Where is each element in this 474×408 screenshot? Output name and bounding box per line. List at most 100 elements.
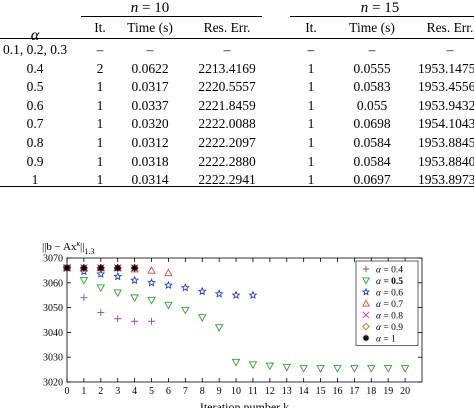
data-point: [147, 278, 156, 287]
data-point: [147, 265, 156, 274]
data-point: [62, 263, 72, 273]
x-tick-label: 8: [200, 386, 205, 397]
legend-label: α = 0.6: [376, 289, 403, 299]
data-point: [248, 361, 258, 370]
data-point: [113, 289, 122, 298]
data-point: [197, 314, 207, 322]
cell-alpha: 0.6: [26, 97, 44, 113]
data-point: [131, 264, 139, 272]
cell-iterations-n10: 1: [96, 116, 104, 132]
cell-time-n15: 0.0583: [353, 79, 391, 95]
data-point: [79, 277, 89, 285]
cell-time-n15: –: [368, 42, 376, 57]
x-tick-label: 4: [132, 386, 137, 397]
cell-error-n10: 2222.0088: [198, 116, 256, 132]
data-point: [148, 317, 156, 325]
cell-error-n15: 1954.10436: [417, 116, 474, 132]
data-point: [367, 365, 376, 373]
cell-iterations-n10: 1: [96, 97, 104, 113]
subheader-time-n10: Time (s): [127, 20, 173, 35]
x-tick-label: 15: [316, 386, 326, 397]
x-tick-label: 20: [400, 386, 410, 397]
x-tick-label: 13: [282, 386, 292, 397]
data-point: [265, 362, 275, 371]
data-point: [130, 275, 140, 285]
cell-iterations-n10: 2: [96, 60, 104, 76]
y-tick-label: 3050: [43, 303, 63, 314]
legend-label: α = 0.8: [376, 312, 403, 322]
subheader-iterations-n10: It.: [94, 20, 106, 35]
cell-error-n10: 2222.2941: [198, 172, 256, 188]
legend-label: α = 0.5: [376, 277, 403, 287]
cell-alpha: 0.1, 0.2, 0.3: [2, 42, 68, 57]
cell-error-n15: 1953.88456: [417, 135, 474, 150]
cell-time-n15: 0.0555: [353, 60, 391, 76]
cell-iterations-n10: 1: [96, 135, 104, 150]
cell-error-n15: 1953.88406: [417, 153, 474, 169]
cell-alpha: 0.5: [26, 79, 44, 95]
legend-label: α = 1: [376, 335, 396, 345]
cell-iterations-n10: 1: [96, 153, 104, 169]
legend-entry: α = 0.8: [362, 311, 403, 322]
cell-time-n10: 0.0312: [131, 135, 169, 150]
header-rule: [0, 38, 474, 39]
cell-error-n15: –: [446, 42, 454, 57]
data-point: [400, 365, 410, 373]
cell-error-n10: 2222.2880: [198, 153, 256, 169]
data-point: [231, 358, 241, 367]
data-point: [333, 365, 342, 373]
legend-label: α = 0.4: [376, 266, 403, 276]
data-point: [131, 317, 139, 325]
x-tick-label: 3: [115, 386, 120, 397]
legend-entry: α = 1: [362, 335, 396, 345]
cell-time-n10: 0.0337: [131, 97, 169, 113]
cell-alpha: 0.7: [26, 116, 44, 132]
x-axis-label: Iteration number k: [200, 400, 289, 408]
cell-iterations-n15: 1: [307, 97, 315, 113]
data-point: [96, 263, 105, 273]
cell-time-n10: 0.0318: [131, 153, 169, 169]
x-tick-label: 19: [383, 386, 393, 397]
cell-time-n10: 0.0314: [131, 172, 169, 188]
alpha-header: α: [30, 27, 40, 44]
cell-iterations-n15: 1: [307, 79, 315, 95]
data-point: [80, 264, 88, 272]
legend-entry: α = 0.9: [362, 322, 403, 333]
legend-entry: α = 0.6: [361, 287, 403, 299]
x-tick-label: 11: [248, 386, 258, 397]
data-point: [63, 264, 71, 272]
group-rule-n15: [290, 16, 474, 17]
legend-entry: α = 0.7: [362, 299, 403, 310]
data-point: [316, 365, 325, 373]
data-point: [79, 263, 89, 273]
x-tick-label: 6: [166, 386, 171, 397]
data-point: [96, 284, 106, 293]
x-tick-label: 17: [349, 386, 359, 397]
x-tick-label: 16: [332, 386, 342, 397]
series--0-5: [62, 264, 410, 373]
cell-alpha: 0.4: [26, 60, 44, 76]
cell-error-n10: 2213.4169: [198, 60, 256, 76]
cell-error-n15: 1953.89736: [417, 172, 474, 188]
series--0-9: [62, 263, 139, 273]
y-tick-label: 3040: [43, 328, 63, 339]
cell-time-n15: 0.0698: [353, 116, 391, 132]
cell-alpha: 1: [31, 172, 39, 188]
data-point: [350, 365, 359, 373]
bottom-rule: [0, 186, 474, 188]
y-tick-label: 3070: [43, 254, 63, 265]
data-point: [97, 264, 105, 272]
legend-entry: α = 0.4: [362, 266, 403, 276]
cell-time-n15: 0.0697: [353, 172, 391, 188]
cell-time-n10: 0.0622: [131, 60, 169, 76]
cell-error-n10: 2222.2097: [198, 135, 256, 150]
cell-error-n15: 1953.14756: [417, 60, 474, 76]
data-point: [113, 263, 122, 273]
data-point: [97, 309, 105, 317]
group-rule-n10: [81, 16, 262, 17]
cell-time-n10: 0.0317: [131, 79, 169, 95]
x-tick-label: 14: [299, 386, 309, 397]
cell-iterations-n15: 1: [307, 135, 315, 150]
legend-label: α = 0.9: [376, 323, 403, 333]
